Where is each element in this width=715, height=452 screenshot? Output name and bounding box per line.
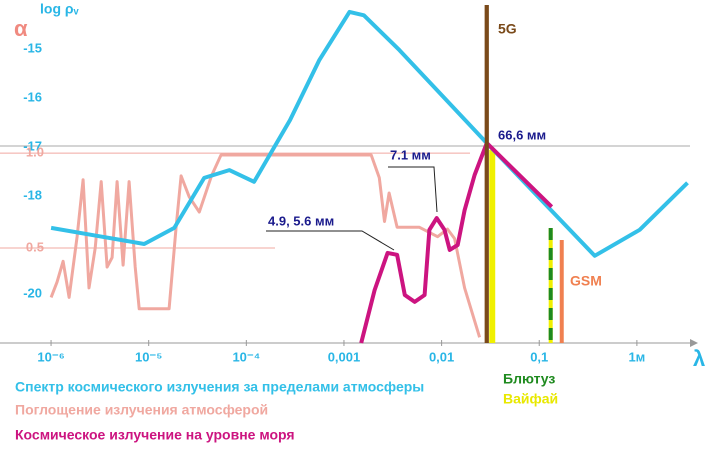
x-tick-label: 0,01	[429, 349, 454, 364]
series-line	[359, 141, 554, 344]
axis-arrow	[690, 339, 698, 347]
marker-label: 5G	[498, 21, 517, 37]
y-axis-label: log ρᵥ	[40, 1, 80, 17]
legend-entry: Космическое излучение на уровне моря	[15, 427, 295, 443]
marker-label: Вайфай	[503, 391, 558, 407]
y-tick-label: -16	[23, 90, 42, 105]
legend-entry: Поглощение излучения атмосферой	[15, 402, 268, 418]
annotation: 4.9, 5.6 мм	[268, 213, 334, 228]
y2-axis-label: α	[14, 16, 28, 41]
y2-tick-label: 0.5	[26, 239, 44, 254]
annotation: 7.1 мм	[390, 147, 431, 162]
series-line	[50, 9, 689, 258]
x-tick-label: 10⁻⁶	[37, 349, 64, 364]
legend-entry: Спектр космического излучения за предела…	[15, 379, 424, 395]
x-axis-label: λ	[693, 346, 705, 371]
x-tick-label: 10⁻⁵	[135, 349, 162, 364]
annotation-leader	[388, 166, 438, 213]
marker-label: GSM	[570, 273, 602, 289]
y2-tick-label: 1.0	[26, 145, 44, 160]
x-tick-label: 0,001	[328, 349, 361, 364]
x-tick-label: 1м	[628, 349, 645, 364]
x-tick-label: 10⁻⁴	[232, 349, 260, 364]
series-line	[49, 153, 482, 338]
y-tick-label: -17	[23, 138, 42, 153]
marker-label: Блютуз	[503, 371, 555, 387]
annotation: 66,6 мм	[498, 127, 546, 142]
y-tick-label: -18	[23, 187, 42, 202]
annotation-leader	[266, 230, 395, 251]
x-tick-label: 0,1	[530, 349, 548, 364]
y-tick-label: -15	[23, 41, 42, 56]
y-tick-label: -20	[23, 285, 42, 300]
